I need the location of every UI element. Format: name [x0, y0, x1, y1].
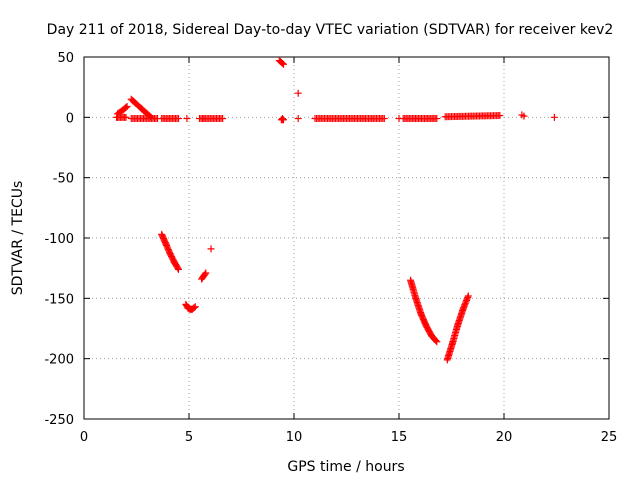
data-point-marker — [123, 102, 131, 110]
x-tick-label: 10 — [286, 430, 303, 445]
data-point-marker — [380, 115, 388, 123]
y-tick-label: 0 — [66, 111, 74, 126]
data-point-marker — [280, 116, 287, 124]
data-point-marker — [190, 304, 198, 312]
data-point-marker — [175, 265, 182, 273]
data-point-marker — [202, 269, 210, 277]
x-tick-label: 25 — [601, 430, 618, 445]
axis-ticks: 0 5 10 15 20 25 50 0 -50 -100 -150 -200 -250 — [44, 51, 617, 445]
y-tick-label: -250 — [44, 413, 74, 428]
data-point-marker — [207, 245, 215, 253]
y-tick-label: 50 — [57, 51, 74, 66]
data-point-marker — [433, 338, 441, 346]
data-point-marker — [183, 115, 191, 123]
y-tick-label: -200 — [44, 353, 74, 368]
chart-title: Day 211 of 2018, Sidereal Day-to-day VTE… — [47, 22, 614, 38]
data-point-marker — [122, 103, 130, 111]
data-point-marker — [520, 112, 528, 120]
y-tick-label: -100 — [44, 232, 74, 247]
data-point-marker — [432, 337, 440, 345]
data-point-marker — [219, 115, 227, 123]
data-point-marker — [280, 60, 287, 68]
x-tick-label: 0 — [80, 430, 88, 445]
data-point-marker — [294, 115, 302, 123]
y-axis-label: SDTVAR / TECUs — [10, 181, 26, 296]
data-point-marker — [550, 113, 558, 121]
data-point-marker — [174, 264, 182, 272]
data-point-marker — [395, 115, 403, 123]
data-point-marker — [278, 115, 286, 123]
data-point-marker — [433, 115, 441, 123]
data-point-marker — [294, 89, 302, 97]
data-point-marker — [113, 113, 121, 121]
data-point-marker — [464, 292, 472, 300]
x-tick-label: 15 — [391, 430, 408, 445]
x-axis-label: GPS time / hours — [287, 459, 404, 475]
x-tick-label: 20 — [496, 430, 513, 445]
data-markers — [113, 57, 558, 364]
y-tick-label: -150 — [44, 292, 74, 307]
data-point-marker — [201, 270, 209, 278]
data-point-marker — [175, 115, 182, 123]
data-point-marker — [199, 115, 207, 123]
data-point-marker — [496, 112, 504, 120]
y-tick-label: -50 — [53, 172, 74, 187]
data-point-marker — [278, 59, 286, 67]
data-point-marker — [122, 113, 130, 121]
data-point-marker — [191, 303, 199, 311]
x-tick-label: 5 — [185, 430, 193, 445]
